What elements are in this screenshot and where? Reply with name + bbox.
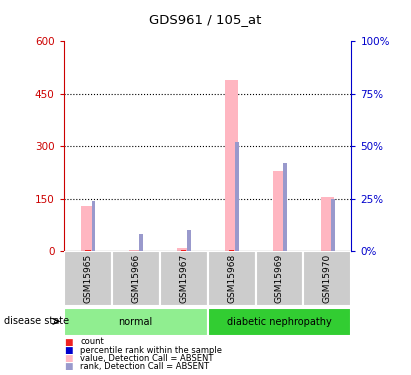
Text: ■: ■ — [64, 354, 72, 363]
Bar — [256, 251, 303, 306]
Text: value, Detection Call = ABSENT: value, Detection Call = ABSENT — [80, 354, 214, 363]
Text: disease state: disease state — [4, 316, 69, 326]
Text: rank, Detection Call = ABSENT: rank, Detection Call = ABSENT — [80, 362, 209, 371]
Bar — [321, 197, 334, 251]
Text: ■: ■ — [64, 338, 72, 346]
Text: GSM15969: GSM15969 — [275, 254, 284, 303]
Text: GSM15968: GSM15968 — [227, 254, 236, 303]
Text: diabetic nephropathy: diabetic nephropathy — [227, 316, 332, 327]
Text: percentile rank within the sample: percentile rank within the sample — [80, 346, 222, 355]
Bar — [85, 249, 90, 251]
Text: GSM15970: GSM15970 — [323, 254, 332, 303]
Text: count: count — [80, 338, 104, 346]
Bar — [112, 251, 159, 306]
Bar — [64, 251, 112, 306]
Bar — [129, 249, 142, 251]
Bar — [181, 250, 187, 251]
Bar — [331, 199, 335, 251]
Text: GDS961 / 105_at: GDS961 / 105_at — [149, 13, 262, 26]
Bar — [236, 142, 239, 251]
Text: GSM15965: GSM15965 — [83, 254, 92, 303]
Bar — [187, 230, 191, 251]
Text: normal: normal — [118, 316, 153, 327]
Text: GSM15967: GSM15967 — [179, 254, 188, 303]
Text: ■: ■ — [64, 346, 72, 355]
Bar — [229, 250, 234, 251]
Bar — [208, 308, 351, 336]
Bar — [64, 308, 208, 336]
Bar — [225, 80, 238, 251]
Bar — [283, 163, 287, 251]
Text: ■: ■ — [64, 362, 72, 371]
Bar — [177, 248, 190, 251]
Bar — [159, 251, 208, 306]
Bar — [303, 251, 351, 306]
Bar — [81, 206, 95, 251]
Bar — [92, 201, 95, 251]
Bar — [273, 171, 286, 251]
Text: GSM15966: GSM15966 — [131, 254, 140, 303]
Bar — [208, 251, 256, 306]
Bar — [139, 234, 143, 251]
